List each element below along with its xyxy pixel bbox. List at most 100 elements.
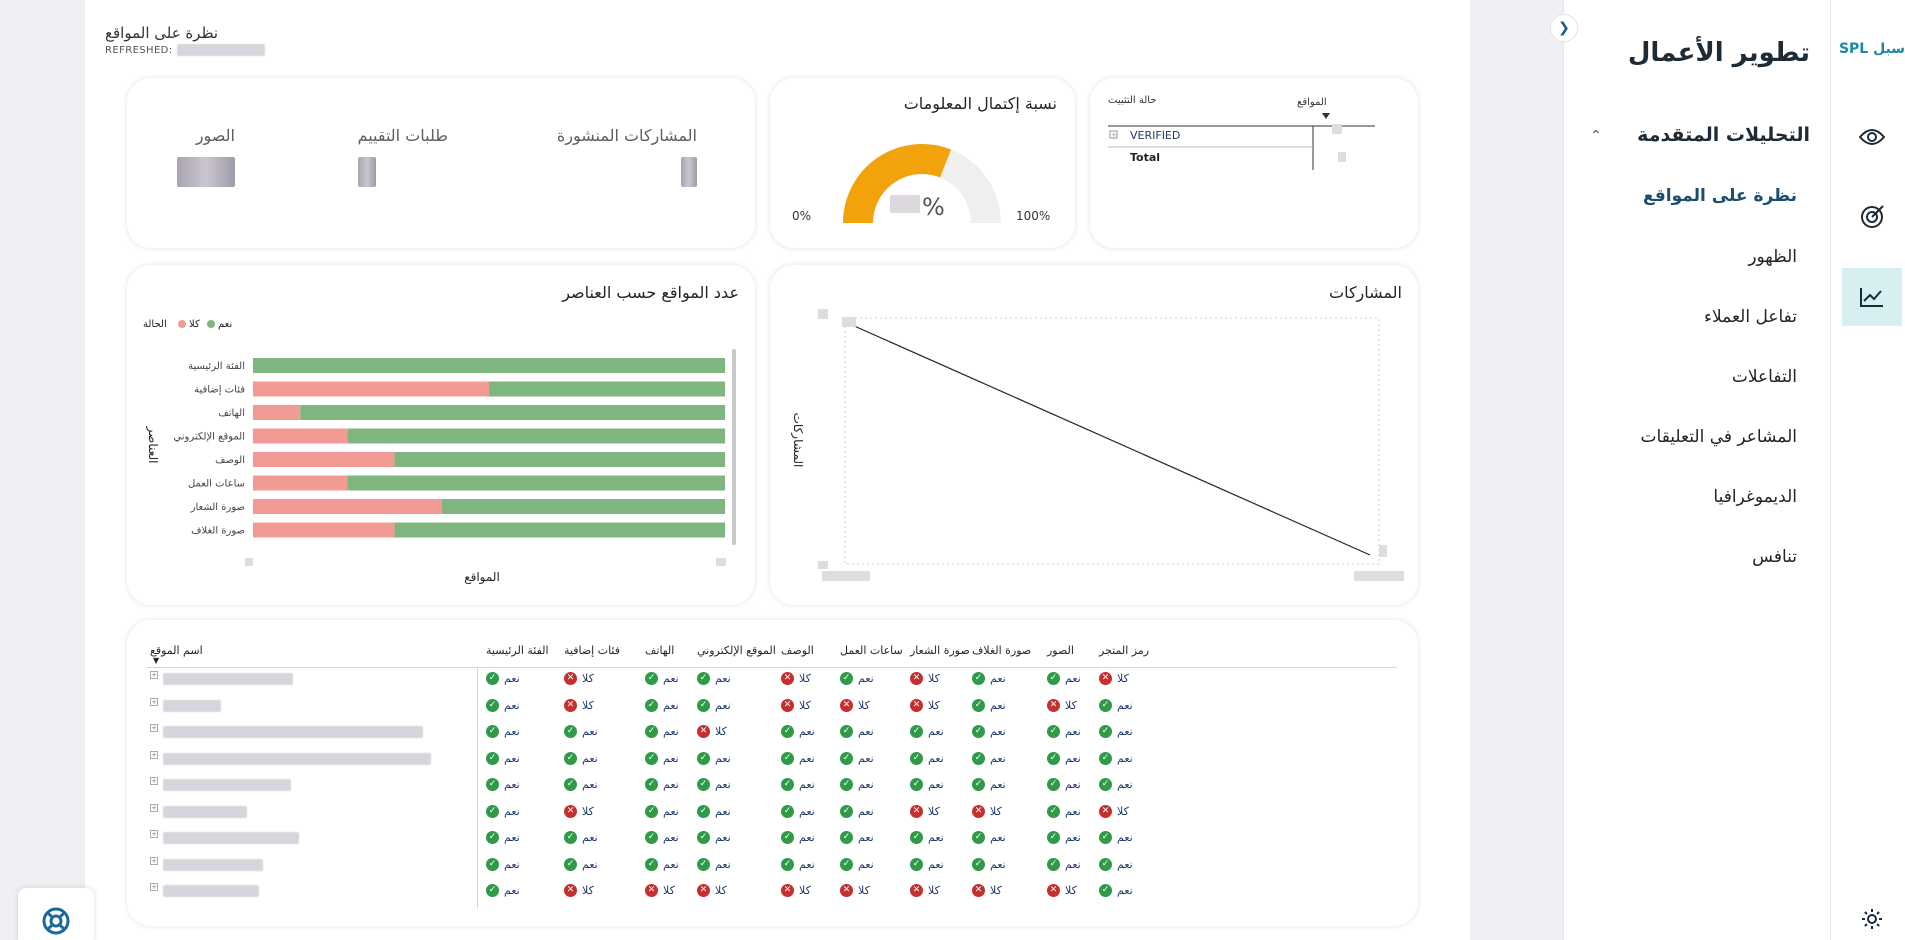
check-icon: ✓ — [972, 672, 985, 685]
rail-visibility-button[interactable] — [1842, 108, 1902, 166]
rail-analytics-button[interactable] — [1842, 268, 1902, 326]
cross-icon: ✕ — [910, 672, 923, 685]
expand-icon[interactable]: + — [150, 803, 158, 812]
matrix-cell: ✓ نعم — [486, 778, 520, 791]
logo[interactable]: SPL سبل — [1839, 20, 1905, 78]
help-button[interactable] — [18, 888, 94, 940]
matrix-cell: ✕ كلا — [1047, 884, 1077, 897]
bar-no[interactable] — [253, 499, 442, 514]
check-icon: ✓ — [1099, 725, 1112, 738]
col-primary-category[interactable]: الفئة الرئيسية — [486, 644, 549, 657]
col-phone[interactable]: الهاتف — [645, 644, 675, 657]
cross-icon: ✕ — [1047, 884, 1060, 897]
legend-yes-label[interactable]: نعم — [218, 319, 232, 330]
bar-no[interactable] — [253, 381, 489, 397]
nav-item-review-sentiment[interactable]: المشاعر في التعليقات — [1640, 427, 1797, 447]
location-name-redacted — [163, 858, 263, 871]
bar-yes[interactable] — [441, 499, 725, 514]
check-icon: ✓ — [1099, 751, 1112, 765]
matrix-cell: ✓ نعم — [564, 751, 598, 765]
sort-icon[interactable]: ▼ — [153, 656, 160, 665]
col-photos[interactable]: الصور — [1047, 644, 1074, 657]
rail-settings-button[interactable] — [1842, 898, 1902, 940]
collapse-nav-button[interactable]: ❯ — [1550, 14, 1578, 42]
matrix-cell: ✕ كلا — [645, 884, 675, 897]
bar-yes[interactable] — [253, 358, 725, 373]
matrix-cell: ✕ كلا — [910, 672, 940, 685]
matrix-cell: ✓ نعم — [645, 698, 679, 712]
cross-icon: ✕ — [564, 804, 577, 818]
check-icon: ✓ — [1047, 804, 1060, 818]
refreshed-value-redacted — [176, 44, 265, 56]
expand-icon[interactable]: + — [150, 671, 158, 679]
matrix-cell: ✓ نعم — [781, 831, 815, 844]
rail-target-button[interactable] — [1842, 188, 1902, 246]
check-icon: ✓ — [697, 857, 710, 871]
expand-icon[interactable] — [1109, 130, 1118, 139]
expand-icon[interactable]: + — [150, 856, 158, 865]
check-icon: ✓ — [564, 725, 577, 738]
check-icon: ✓ — [840, 778, 853, 791]
expand-icon[interactable]: + — [150, 697, 158, 706]
col-hours[interactable]: ساعات العمل — [840, 644, 903, 657]
check-icon: ✓ — [697, 672, 710, 685]
legend-no-label[interactable]: كلا — [189, 319, 200, 330]
nav-item-customer-engagement[interactable]: تفاعل العملاء — [1703, 307, 1797, 327]
matrix-cell: ✓ نعم — [840, 672, 874, 685]
sort-icon[interactable] — [1322, 113, 1330, 119]
col-logo[interactable]: صورة الشعار — [910, 644, 970, 657]
expand-icon[interactable]: + — [150, 777, 158, 785]
cross-icon: ✕ — [564, 884, 577, 897]
kpi-review-requests: طلبات التقييم — [357, 126, 448, 191]
table-row: + ✓ نعم ✕ كلا ✓ نعم ✓ نعم ✓ نعم ✓ نعم ✕ كلا ✕ كلا ✓ نعم ✕ كل… — [147, 801, 1397, 828]
bar-no[interactable] — [253, 405, 301, 420]
nav-item-locations-overview[interactable]: نظرة على المواقع — [1643, 186, 1797, 206]
col-description[interactable]: الوصف — [781, 644, 814, 657]
check-icon: ✓ — [781, 778, 794, 791]
bar-no[interactable] — [253, 452, 395, 467]
col-website[interactable]: الموقع الإلكتروني — [697, 644, 776, 657]
bar-yes[interactable] — [394, 522, 725, 538]
col-cover[interactable]: صورة الغلاف — [972, 644, 1032, 657]
matrix-cell: ✓ نعم — [840, 831, 874, 844]
chevron-up-icon[interactable]: ⌃ — [1590, 128, 1602, 144]
matrix-cell: ✓ نعم — [486, 831, 520, 844]
bar-no[interactable] — [253, 428, 348, 444]
col-additional-categories[interactable]: فئات إضافية — [564, 644, 621, 657]
bar-yes[interactable] — [347, 428, 725, 444]
check-icon: ✓ — [645, 804, 658, 818]
bar-yes[interactable] — [394, 452, 725, 467]
col-store-code[interactable]: رمز المتجر — [1099, 644, 1150, 657]
refreshed-label: REFRESHED: — [105, 44, 265, 56]
expand-icon[interactable]: + — [150, 883, 158, 891]
bar-yes[interactable] — [300, 405, 725, 420]
nav-item-competition[interactable]: تنافس — [1752, 547, 1797, 567]
matrix-cell: ✓ نعم — [697, 672, 731, 685]
nav-section-advanced-analytics[interactable]: التحليلات المتقدمة — [1637, 124, 1810, 146]
row-verified: VERIFIED — [1130, 129, 1180, 142]
bar-no[interactable] — [253, 475, 348, 491]
matrix-cell: ✓ نعم — [564, 857, 598, 871]
bar-yes[interactable] — [489, 381, 725, 397]
cross-icon: ✕ — [645, 884, 658, 897]
matrix-cell: ✓ نعم — [840, 804, 874, 818]
nav-item-interactions[interactable]: التفاعلات — [1731, 367, 1797, 387]
nav-item-demographics[interactable]: الديموغرافيا — [1713, 487, 1797, 507]
bar-no[interactable] — [253, 522, 395, 538]
matrix-cell: ✓ نعم — [972, 751, 1006, 765]
expand-icon[interactable]: + — [150, 750, 158, 759]
col-location-name[interactable]: اسم الموقع — [150, 644, 203, 657]
cross-icon: ✕ — [1099, 804, 1112, 818]
expand-icon[interactable]: + — [150, 724, 158, 732]
expand-icon[interactable]: + — [150, 830, 158, 838]
scrollbar[interactable] — [732, 349, 736, 545]
location-name-redacted — [163, 752, 431, 765]
matrix-cell: ✓ نعم — [645, 804, 679, 818]
category-label: صورة الشعار — [190, 502, 245, 513]
lifebuoy-icon — [42, 907, 70, 935]
legend-title: الحالة — [143, 319, 167, 330]
nav-item-visibility[interactable]: الظهور — [1748, 247, 1797, 267]
cross-icon: ✕ — [697, 725, 710, 738]
matrix-cell: ✓ نعم — [1047, 804, 1081, 818]
bar-yes[interactable] — [347, 475, 725, 491]
